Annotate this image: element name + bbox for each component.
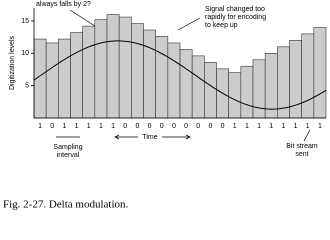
bit-label: 1 bbox=[306, 123, 310, 130]
bit-label: 1 bbox=[87, 123, 91, 130]
annotation-arrow bbox=[177, 17, 201, 31]
bit-label: 1 bbox=[281, 123, 285, 130]
bar bbox=[94, 19, 108, 119]
bit-label: 1 bbox=[318, 123, 322, 130]
bit-label: 0 bbox=[123, 123, 127, 130]
bit-label: 1 bbox=[245, 123, 249, 130]
bar bbox=[143, 29, 156, 119]
bar bbox=[252, 59, 266, 119]
bar bbox=[313, 27, 327, 119]
bit-label: 0 bbox=[184, 123, 188, 130]
annotation-arrow bbox=[303, 129, 311, 142]
annotation: rapidly for encoding bbox=[205, 14, 266, 21]
bar bbox=[228, 72, 242, 119]
annotation-arrow bbox=[69, 9, 96, 27]
bit-label: 0 bbox=[50, 123, 54, 130]
bit-label: 1 bbox=[269, 123, 273, 130]
signal-curve bbox=[33, 40, 327, 110]
time-arrowhead bbox=[114, 134, 120, 140]
annotation: sent bbox=[295, 151, 308, 158]
annotation: to keep up bbox=[205, 22, 238, 29]
annotation: Sampling bbox=[53, 144, 82, 151]
bit-label: 1 bbox=[75, 123, 79, 130]
y-tick-label: 5 bbox=[25, 82, 29, 89]
y-axis-label: Digitization levels bbox=[9, 35, 16, 90]
bar bbox=[167, 42, 181, 119]
chart: Digitization levels always falls by 2? S… bbox=[3, 1, 327, 211]
bar bbox=[301, 33, 315, 119]
bit-label: 0 bbox=[208, 123, 212, 130]
bar bbox=[191, 55, 205, 119]
bit-label: 0 bbox=[135, 123, 139, 130]
bar bbox=[82, 25, 96, 119]
annotation: interval bbox=[57, 152, 80, 159]
bar bbox=[155, 36, 169, 119]
caption: Fig. 2-27. Delta modulation. bbox=[3, 199, 129, 211]
x-axis-label: Time bbox=[142, 134, 157, 141]
bar bbox=[70, 32, 83, 119]
bar bbox=[106, 14, 120, 119]
bit-label: 1 bbox=[233, 123, 237, 130]
bar bbox=[45, 42, 59, 119]
bit-label: 0 bbox=[148, 123, 152, 130]
bar bbox=[118, 16, 132, 119]
time-arrowhead bbox=[185, 134, 191, 140]
bit-label: 0 bbox=[172, 123, 176, 130]
bit-label: 1 bbox=[111, 123, 115, 130]
bit-label: 0 bbox=[160, 123, 164, 130]
bit-label: 0 bbox=[196, 123, 200, 130]
bit-label: 1 bbox=[99, 123, 103, 130]
bit-label: 1 bbox=[38, 123, 42, 130]
bar bbox=[179, 49, 193, 119]
bit-label: 1 bbox=[294, 123, 298, 130]
bar bbox=[131, 23, 144, 119]
bit-label: 0 bbox=[221, 123, 225, 130]
bar bbox=[204, 62, 217, 119]
y-tick-label: 15 bbox=[21, 18, 29, 25]
bar bbox=[240, 65, 254, 119]
bar bbox=[264, 52, 278, 119]
annotation: Signal changed too bbox=[205, 6, 265, 13]
bit-label: 1 bbox=[62, 123, 66, 130]
bit-label: 1 bbox=[257, 123, 261, 130]
annotation: always falls by 2? bbox=[36, 1, 91, 8]
y-tick-label: 10 bbox=[21, 50, 29, 57]
bar bbox=[58, 38, 71, 119]
annotation: Bit stream bbox=[286, 143, 318, 150]
